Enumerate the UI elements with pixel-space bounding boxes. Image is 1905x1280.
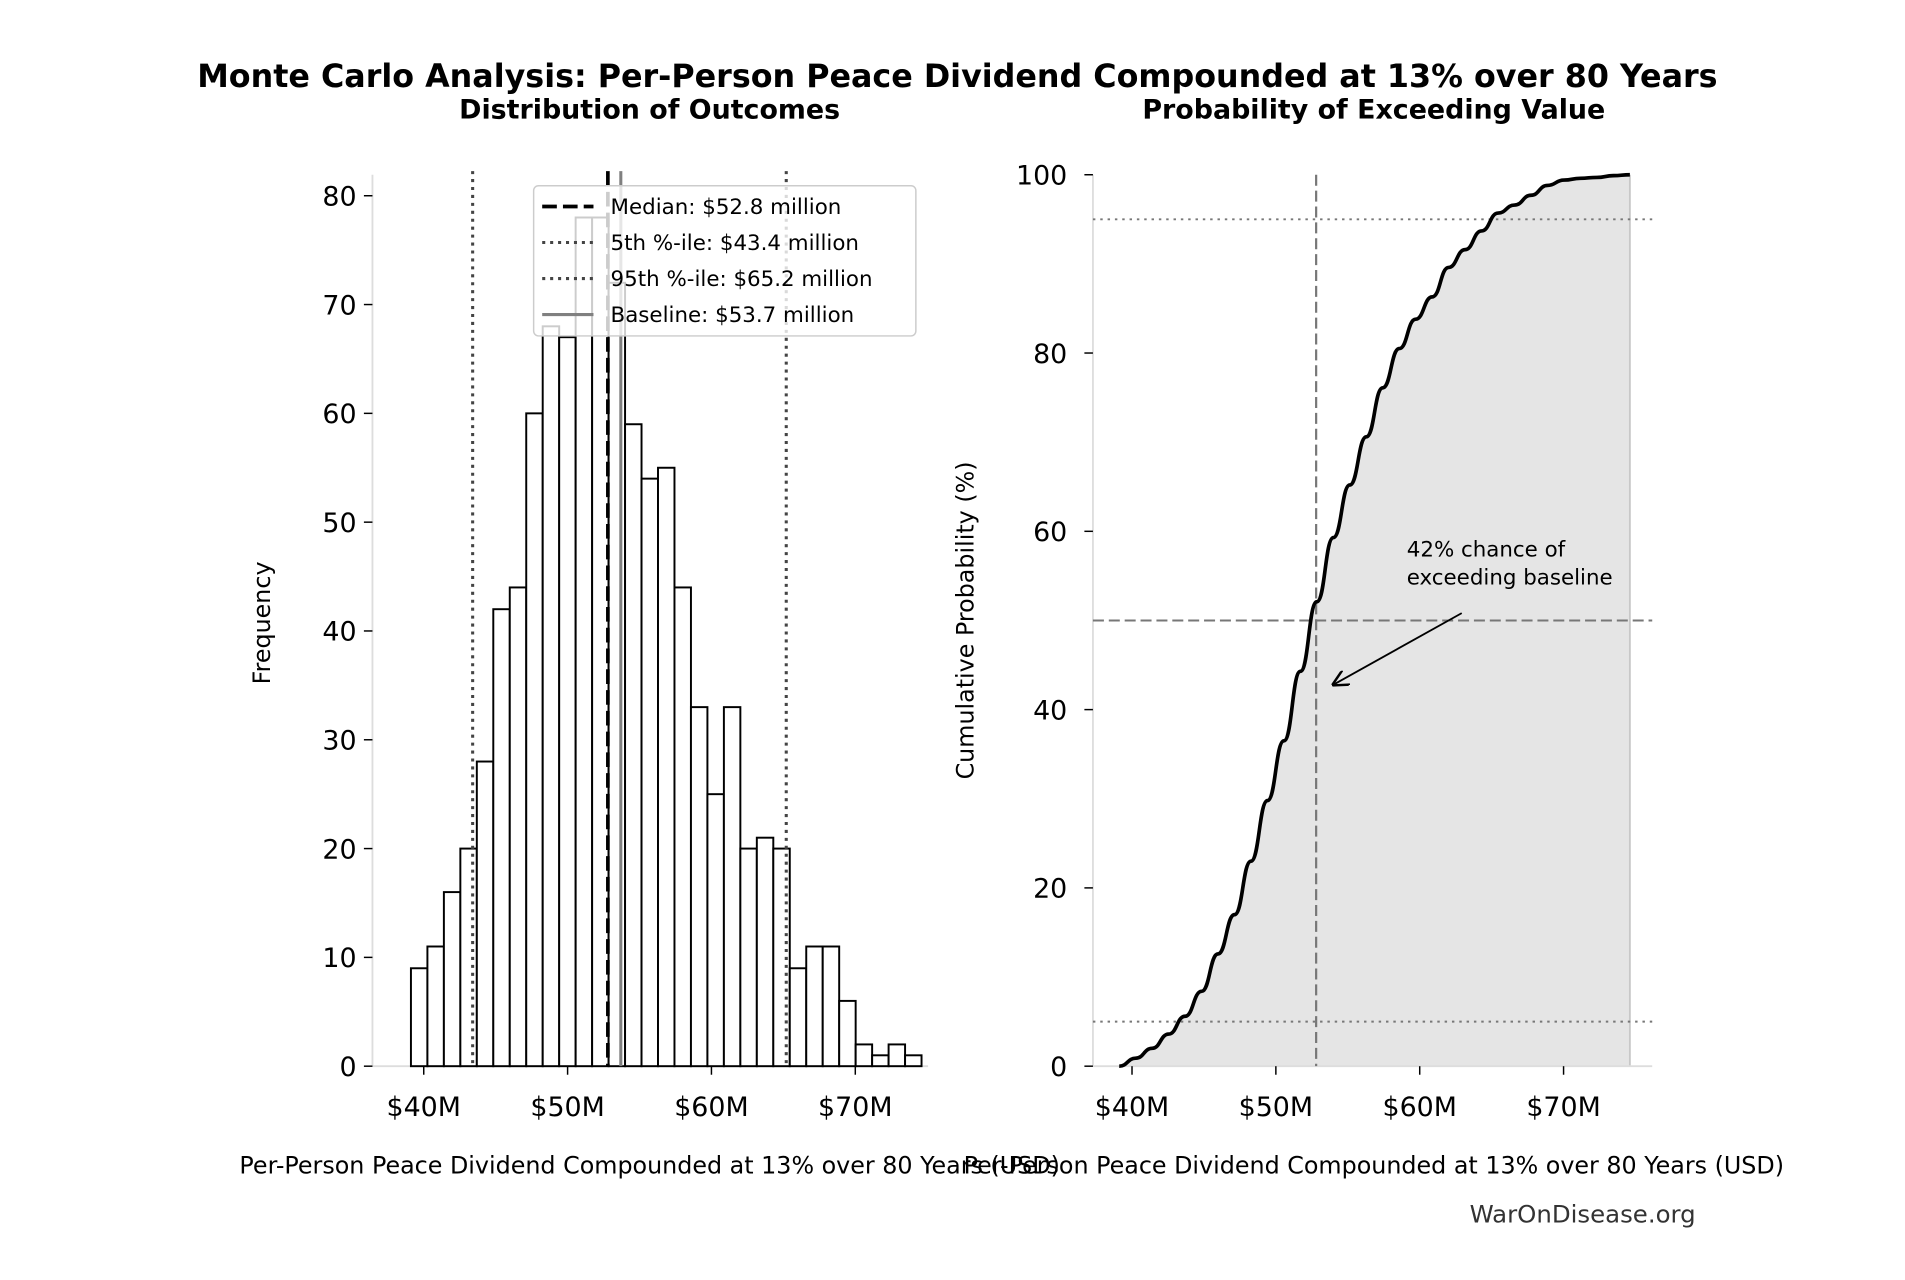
legend-label: Baseline: $53.7 million <box>611 303 855 328</box>
histogram-bar <box>755 836 775 1068</box>
histogram-bar <box>525 412 544 1068</box>
x-tick-label: $60M <box>1382 1092 1456 1123</box>
histogram-bar <box>739 847 758 1068</box>
right-x-axis-label: Per-Person Peace Dividend Compounded at … <box>964 1152 1784 1180</box>
histogram-bar <box>409 967 429 1068</box>
histogram-bar <box>459 847 478 1068</box>
y-tick-label: 30 <box>322 726 356 757</box>
x-tick-label: $60M <box>674 1092 748 1123</box>
y-tick-label: 50 <box>322 508 356 539</box>
histogram-bar <box>689 706 709 1068</box>
histogram-bar <box>607 281 627 1068</box>
legend-label: 95th %-ile: $65.2 million <box>611 267 873 292</box>
y-tick-label: 100 <box>1016 161 1067 192</box>
y-tick-label: 0 <box>339 1052 356 1083</box>
figure-title: Monte Carlo Analysis: Per-Person Peace D… <box>197 59 1717 95</box>
histogram-bar <box>887 1043 907 1068</box>
legend-label: Median: $52.8 million <box>611 195 842 220</box>
y-tick-label: 0 <box>1050 1052 1067 1083</box>
left-y-axis-label: Frequency <box>248 561 276 684</box>
histogram-bar <box>492 608 511 1068</box>
y-tick-label: 60 <box>1033 517 1067 548</box>
y-tick-label: 20 <box>322 834 356 865</box>
x-tick-label: $40M <box>1095 1092 1169 1123</box>
histogram-bar <box>821 945 841 1068</box>
legend-label: 5th %-ile: $43.4 million <box>611 231 859 256</box>
watermark: WarOnDisease.org <box>1470 1199 1696 1228</box>
histogram-bar <box>838 999 857 1068</box>
right-y-axis-label: Cumulative Probability (%) <box>951 461 979 779</box>
histogram-bar <box>657 466 676 1068</box>
histogram-bar <box>475 760 495 1068</box>
x-tick-label: $70M <box>818 1092 892 1123</box>
y-tick-label: 20 <box>1033 874 1067 905</box>
x-tick-label: $50M <box>1239 1092 1313 1123</box>
annotation-text: 42% chance of <box>1407 537 1566 562</box>
histogram-bar <box>871 1054 890 1068</box>
histogram-bar <box>426 945 445 1068</box>
histogram-bar <box>706 793 725 1068</box>
cdf-line <box>1119 172 1630 1069</box>
histogram-bar <box>558 336 577 1068</box>
histogram-panel: 0 10 20 30 40 50 60 70 80 $40M $50M $60M $70M Median:… <box>322 171 929 1123</box>
histogram-bar <box>541 325 561 1068</box>
y-tick-label: 10 <box>322 943 356 974</box>
y-tick-label: 40 <box>322 617 356 648</box>
y-tick-label: 80 <box>322 182 356 213</box>
annotation-text: exceeding baseline <box>1407 565 1613 590</box>
cdf-fill-area <box>1119 174 1630 1067</box>
y-tick-label: 40 <box>1033 695 1067 726</box>
histogram-bar <box>574 216 594 1068</box>
right-subtitle: Probability of Exceeding Value <box>1142 95 1605 126</box>
annotation-arrow <box>1333 612 1463 685</box>
left-subtitle: Distribution of Outcomes <box>459 95 840 126</box>
x-tick-label: $40M <box>387 1092 461 1123</box>
legend-box <box>532 184 917 337</box>
y-tick-label: 70 <box>322 290 356 321</box>
left-x-axis-label: Per-Person Peace Dividend Compounded at … <box>239 1152 1059 1180</box>
y-tick-label: 60 <box>322 399 356 430</box>
histogram-bar <box>442 891 462 1068</box>
histogram-bar <box>904 1054 923 1068</box>
histogram-bar <box>673 586 692 1068</box>
histogram-bar <box>854 1043 874 1068</box>
histogram-bar <box>624 423 643 1068</box>
cdf-panel: 0 20 40 60 80 100 $40M $50M $60M $70M 42% chance o… <box>1016 161 1653 1123</box>
histogram-bar <box>640 477 659 1068</box>
x-tick-label: $50M <box>530 1092 604 1123</box>
histogram-bar <box>722 706 742 1068</box>
histogram-bar <box>805 945 824 1068</box>
histogram-bar <box>788 967 808 1068</box>
legend: Median: $52.8 million 5th %-ile: $43.4 mi… <box>532 184 917 337</box>
y-tick-label: 80 <box>1033 339 1067 370</box>
x-tick-label: $70M <box>1526 1092 1600 1123</box>
histogram-bar <box>508 586 528 1068</box>
